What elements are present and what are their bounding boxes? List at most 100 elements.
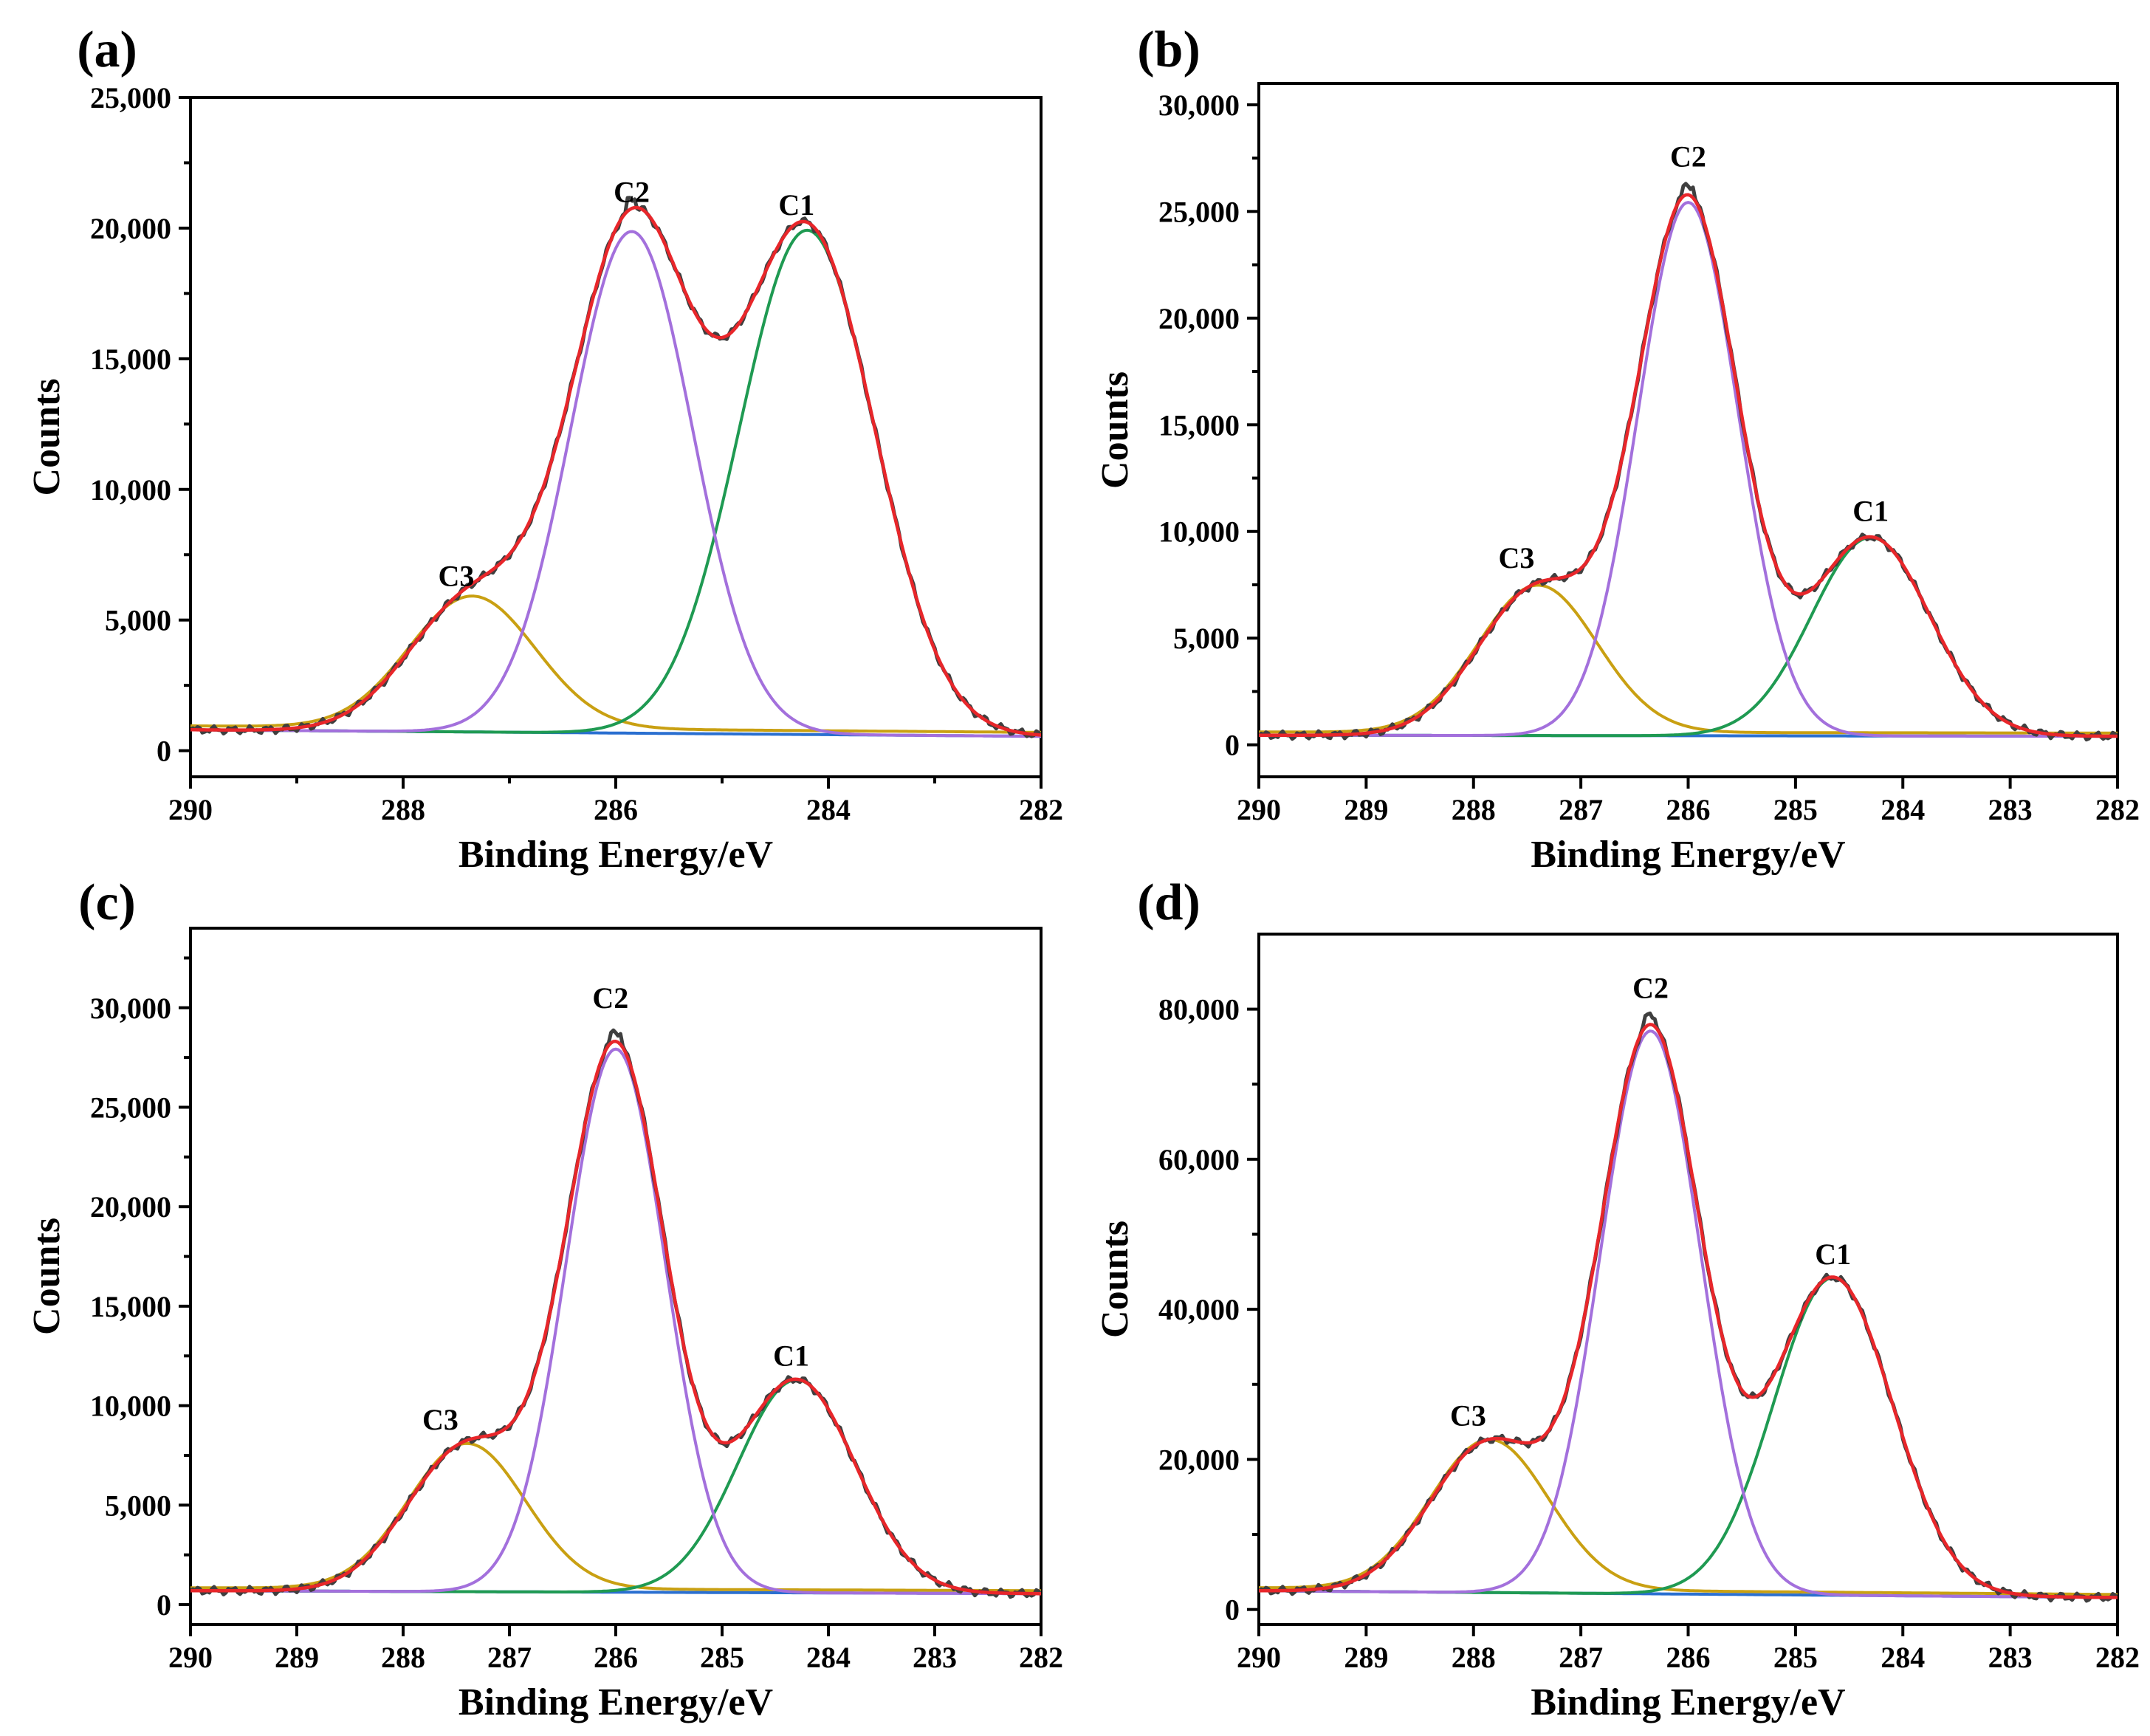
peak-label-c2: C2 (1670, 140, 1706, 174)
curve-group (190, 1028, 1041, 1599)
peak-label-c2: C2 (1632, 971, 1669, 1004)
y-tick-label: 10,000 (90, 1390, 171, 1423)
x-tick-label: 282 (2095, 793, 2140, 826)
y-tick-label: 15,000 (90, 1290, 171, 1323)
chart-panel-a: (a) 290 288 286 284 282 0 5,000 10,000 15,000 20,0… (26, 21, 1063, 876)
x-tick-label: 286 (1666, 1641, 1711, 1674)
y-tick-label: 30,000 (90, 992, 171, 1025)
x-tick-label: 288 (381, 793, 425, 826)
peak-label-c3: C3 (1450, 1399, 1486, 1433)
peak-label-c3: C3 (422, 1403, 458, 1436)
peak-c2-curve (1259, 1029, 2118, 1599)
y-tick-label: 0 (157, 1588, 171, 1622)
x-tick-label: 287 (1559, 793, 1603, 826)
y-tick-label: 15,000 (90, 343, 171, 376)
peak-c2-curve (190, 1047, 1041, 1596)
peak-c3-curve (190, 1441, 1041, 1593)
panel-label: (d) (1137, 874, 1201, 931)
curve-group (1259, 1011, 2118, 1603)
y-tick-label: 40,000 (1158, 1293, 1240, 1326)
y-tick-label: 0 (1225, 729, 1240, 762)
peak-c2-curve (190, 230, 1041, 738)
chart-panel-d: (d) 290 289 288 287 286 285 284 283 282 0 20,000 40,… (1094, 874, 2140, 1723)
panel-label: (b) (1137, 21, 1201, 78)
x-tick-label: 287 (487, 1641, 532, 1674)
peak-label-c1: C1 (1815, 1238, 1851, 1271)
x-tick-label: 286 (594, 793, 638, 826)
y-tick-label: 15,000 (1158, 408, 1240, 442)
peak-label-c2: C2 (592, 981, 628, 1015)
y-tick-label: 25,000 (90, 1091, 171, 1124)
y-axis-title: Counts (26, 379, 68, 496)
panel-label: (a) (77, 21, 137, 78)
x-tick-label: 289 (1344, 793, 1388, 826)
peak-c3-curve (190, 594, 1041, 734)
x-tick-label: 288 (381, 1641, 425, 1674)
x-axis-title: Binding Energy/eV (458, 834, 773, 876)
x-axis-title: Binding Energy/eV (458, 1681, 773, 1723)
y-axis-title: Counts (1094, 371, 1136, 489)
y-axis-title: Counts (26, 1218, 68, 1335)
y-tick-label: 0 (1225, 1593, 1240, 1627)
x-tick-label: 286 (1666, 793, 1711, 826)
x-tick-label: 285 (1773, 793, 1818, 826)
y-axis-title: Counts (1094, 1221, 1136, 1338)
x-tick-label: 283 (1988, 1641, 2033, 1674)
y-tick-label: 10,000 (1158, 515, 1240, 549)
x-tick-label: 286 (594, 1641, 638, 1674)
y-tick-label: 5,000 (1173, 622, 1240, 655)
fitted-envelope-curve (190, 205, 1041, 737)
peak-c1-curve (1259, 1276, 2118, 1599)
y-tick-label: 30,000 (1158, 89, 1240, 122)
y-tick-label: 25,000 (90, 81, 171, 114)
peak-label-c1: C1 (773, 1339, 809, 1373)
x-tick-label: 282 (1019, 1641, 1063, 1674)
x-axis-title: Binding Energy/eV (1531, 834, 1845, 876)
plot-frame (1257, 933, 2119, 1626)
x-tick-label: 285 (700, 1641, 744, 1674)
x-tick-label: 284 (806, 793, 851, 826)
chart-panel-c: (c) 290 289 288 287 286 285 284 283 282 0 5,000 10,0… (26, 874, 1063, 1723)
peak-label-c3: C3 (1498, 541, 1534, 574)
peak-label-c1: C1 (1852, 494, 1889, 527)
x-tick-label: 290 (168, 793, 213, 826)
raw-spectrum-curve (1259, 182, 2118, 742)
peak-c2-curve (1259, 201, 2118, 738)
x-tick-label: 285 (1773, 1641, 1818, 1674)
fitted-envelope-curve (1259, 1023, 2118, 1599)
x-tick-label: 288 (1452, 1641, 1496, 1674)
x-tick-label: 287 (1559, 1641, 1603, 1674)
x-tick-label: 289 (1344, 1641, 1388, 1674)
y-tick-label: 25,000 (1158, 195, 1240, 228)
y-tick-label: 10,000 (90, 473, 171, 507)
curve-group (1259, 182, 2118, 742)
peak-label-c2: C2 (614, 176, 650, 209)
curve-group (190, 196, 1041, 738)
x-tick-label: 283 (913, 1641, 957, 1674)
raw-spectrum-curve (1259, 1011, 2118, 1603)
x-tick-label: 290 (168, 1641, 213, 1674)
x-tick-label: 288 (1452, 793, 1496, 826)
y-tick-label: 20,000 (90, 212, 171, 245)
raw-spectrum-curve (190, 1028, 1041, 1599)
x-axis-title: Binding Energy/eV (1531, 1681, 1845, 1723)
peak-label-c3: C3 (439, 560, 475, 593)
raw-spectrum-curve (190, 196, 1041, 738)
x-tick-label: 284 (1881, 793, 1925, 826)
y-tick-label: 5,000 (105, 604, 171, 637)
fitted-envelope-curve (1259, 193, 2118, 738)
x-tick-label: 282 (1019, 793, 1063, 826)
peak-label-c1: C1 (778, 188, 814, 222)
x-tick-label: 290 (1237, 1641, 1281, 1674)
y-tick-label: 60,000 (1158, 1143, 1240, 1176)
y-tick-label: 20,000 (1158, 1443, 1240, 1476)
panel-label: (c) (78, 874, 136, 931)
x-tick-label: 284 (1881, 1641, 1925, 1674)
y-tick-label: 80,000 (1158, 993, 1240, 1026)
chart-panel-b: (b) 290 289 288 287 286 285 284 283 282 0 5,000 10,0… (1094, 21, 2140, 876)
fitted-envelope-curve (190, 1040, 1041, 1596)
x-tick-label: 283 (1988, 793, 2033, 826)
peak-c3-curve (1259, 1438, 2118, 1596)
y-tick-label: 20,000 (90, 1190, 171, 1224)
